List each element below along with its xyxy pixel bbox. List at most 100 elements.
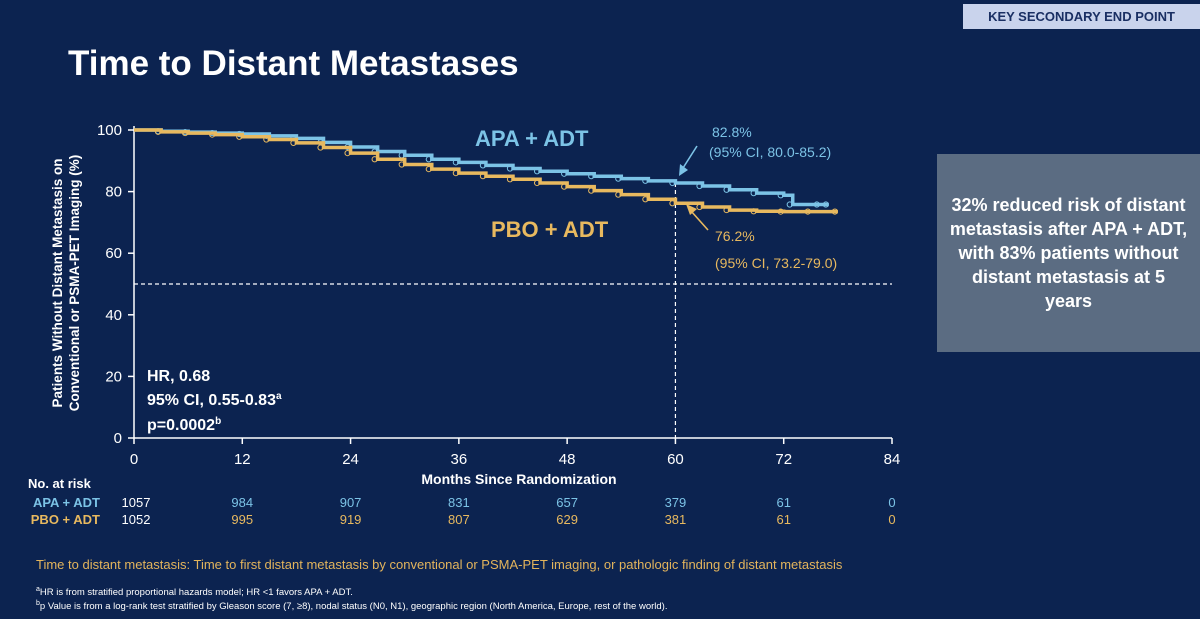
pbo-adt-censor-mark xyxy=(642,196,649,203)
pbo-adt-censor-mark xyxy=(831,208,838,215)
pbo-series-label: PBO + ADT xyxy=(491,217,609,242)
pbo-arrow-head xyxy=(686,204,697,215)
pbo-adt-censor-mark xyxy=(696,203,703,211)
y-tick-label: 80 xyxy=(105,184,122,201)
apa-adt-censor-mark xyxy=(452,159,459,166)
apa-adt-censor-mark xyxy=(533,168,541,175)
pbo-adt-censor-mark xyxy=(669,200,676,207)
risk-table: APA + ADT 1057 984 907 831 657 379 61 0 PBO + ADT… xyxy=(31,495,896,527)
hr-text: HR, 0.68 xyxy=(147,368,210,385)
pbo-adt-censor-mark xyxy=(425,166,432,173)
key-secondary-endpoint-badge: KEY SECONDARY END POINT xyxy=(963,4,1200,29)
axes: 0 20 40 60 80 100 0 12 24 36 48 60 72 84 xyxy=(97,122,900,468)
apa-adt-censor-mark xyxy=(786,201,793,208)
risk-cell: 831 xyxy=(448,495,470,510)
x-tick-label: 72 xyxy=(775,451,792,468)
footnote-a-mark: a xyxy=(36,586,40,593)
apa-adt-censor-mark xyxy=(696,182,703,190)
risk-cell: 379 xyxy=(665,495,687,510)
y-tick-label: 0 xyxy=(114,430,122,447)
apa-adt-censor-mark xyxy=(669,179,676,187)
summary-callout: 32% reduced risk of distant metastasis a… xyxy=(937,154,1200,352)
apa-adt-censor-mark xyxy=(642,177,649,184)
risk-cell: 0 xyxy=(888,512,895,527)
endpoint-definition: Time to distant metastasis: Time to firs… xyxy=(36,557,843,572)
pbo-adt-censor-mark xyxy=(236,133,243,140)
pbo-adt-censor-mark xyxy=(452,170,459,177)
pbo-adt-censor-mark xyxy=(263,136,270,143)
x-tick-label: 0 xyxy=(130,451,138,468)
risk-cell: 807 xyxy=(448,512,470,527)
pbo-5yr-value: 76.2% xyxy=(715,228,755,244)
pbo-adt-censor-mark xyxy=(804,208,811,215)
apa-adt-censor-mark xyxy=(588,173,595,180)
apa-adt-censor-mark xyxy=(777,192,784,199)
apa-adt-censor-mark xyxy=(723,186,730,193)
footnote-a-text: HR is from stratified proportional hazar… xyxy=(39,587,353,599)
footnote-b-mark: b xyxy=(36,600,40,607)
y-tick-label: 40 xyxy=(105,307,122,324)
risk-cell: 657 xyxy=(556,495,578,510)
pbo-arrow-line xyxy=(690,210,709,231)
apa-adt-censor-mark xyxy=(479,162,487,169)
risk-cell: 629 xyxy=(556,512,578,527)
risk-cell: 984 xyxy=(231,495,253,510)
pbo-adt-censor-mark xyxy=(777,208,784,215)
risk-cell: 381 xyxy=(665,512,687,527)
y-tick-label: 100 xyxy=(97,122,122,139)
apa-5yr-ci: (95% CI, 80.0-85.2) xyxy=(709,144,831,160)
x-tick-label: 12 xyxy=(234,451,251,468)
pbo-5yr-ci: (95% CI, 73.2-79.0) xyxy=(715,255,837,271)
y-tick-label: 20 xyxy=(105,368,122,385)
pbo-adt-censor-mark xyxy=(750,208,757,215)
risk-cell: 61 xyxy=(776,512,790,527)
pbo-adt-censor-mark xyxy=(182,129,189,137)
pbo-adt-censor-mark xyxy=(154,128,162,135)
apa-arrow-head xyxy=(679,164,688,176)
apa-adt-censor-mark xyxy=(822,201,829,208)
pbo-adt-censor-mark xyxy=(588,187,595,194)
apa-5yr-value: 82.8% xyxy=(712,124,752,140)
summary-text: 32% reduced risk of distant metastasis a… xyxy=(949,195,1188,311)
x-axis-label: Months Since Randomization xyxy=(421,471,616,487)
reference-lines xyxy=(134,182,892,438)
pbo-adt-censor-mark xyxy=(398,161,405,168)
pbo-adt-censor-mark xyxy=(615,191,622,198)
y-tick-label: 60 xyxy=(105,245,122,262)
footnote-b-text: p Value is from a log-rank test stratifi… xyxy=(39,601,668,613)
pbo-adt-censor-mark xyxy=(209,131,216,138)
apa-adt-censor-mark xyxy=(561,170,568,177)
p-footnote-mark: b xyxy=(215,416,221,427)
pbo-adt-censor-mark xyxy=(723,206,730,214)
pbo-adt-censor-mark xyxy=(506,176,514,183)
footnote-b: bp Value is from a log-rank test stratif… xyxy=(36,600,667,612)
risk-cell: 1052 xyxy=(122,512,151,527)
survival-curves xyxy=(134,128,838,215)
risk-cell: 919 xyxy=(340,512,362,527)
risk-cell: 0 xyxy=(888,495,895,510)
risk-cell: 61 xyxy=(776,495,790,510)
y-axis-label-line1: Patients Without Distant Metastasis on xyxy=(50,159,65,408)
pbo-adt-censor-mark xyxy=(371,156,378,163)
apa-adt-censor-mark xyxy=(813,201,820,208)
p-value: p=0.0002 xyxy=(147,417,215,434)
p-text: p=0.0002b xyxy=(147,416,221,434)
x-tick-label: 48 xyxy=(559,451,576,468)
x-tick-label: 24 xyxy=(342,451,359,468)
risk-cell: 995 xyxy=(231,512,253,527)
x-tick-label: 60 xyxy=(667,451,684,468)
y-axis-label-line2: Conventional or PSMA-PET Imaging (%) xyxy=(67,155,82,412)
risk-cell: 1057 xyxy=(122,495,151,510)
x-tick-label: 84 xyxy=(884,451,901,468)
ci-value: 95% CI, 0.55-0.83 xyxy=(147,392,276,409)
pbo-adt-censor-mark xyxy=(533,179,541,187)
pbo-adt-censor-mark xyxy=(344,150,351,157)
risk-row-label: PBO + ADT xyxy=(31,512,100,527)
pbo-adt-curve xyxy=(134,128,838,214)
pbo-adt-censor-mark xyxy=(479,173,487,180)
pbo-adt-censor-mark xyxy=(317,144,324,151)
ci-footnote-mark: a xyxy=(276,391,282,402)
apa-series-label: APA + ADT xyxy=(475,126,589,151)
risk-cell: 907 xyxy=(340,495,362,510)
